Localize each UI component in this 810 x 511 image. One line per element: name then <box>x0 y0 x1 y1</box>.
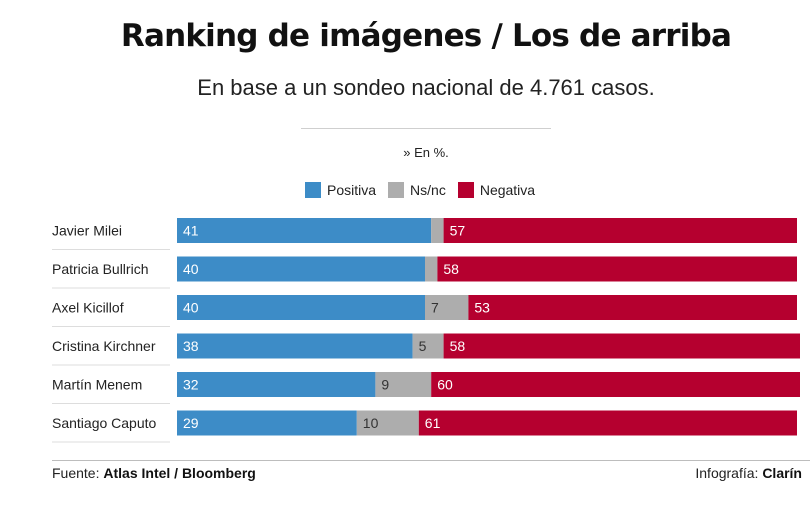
category-label: Axel Kicillof <box>52 300 124 316</box>
legend-label-nsnc: Ns/nc <box>410 182 446 198</box>
bar-negativa <box>431 372 800 397</box>
bar-nsnc <box>375 372 432 397</box>
credit-note: Infografía: Clarín <box>695 465 802 481</box>
bar-negativa <box>437 256 797 282</box>
data-label-positiva: 40 <box>183 300 199 316</box>
bar-negativa <box>443 218 797 243</box>
legend-item-nsnc: Ns/nc <box>388 182 446 198</box>
data-label-positiva: 41 <box>183 223 199 239</box>
bar-nsnc <box>431 218 444 243</box>
source-note: Fuente: Atlas Intel / Bloomberg <box>52 465 256 481</box>
legend-swatch-positiva <box>305 182 321 198</box>
bar-nsnc <box>425 256 438 282</box>
category-label: Cristina Kirchner <box>52 338 156 354</box>
unit-label: » En %. <box>403 145 449 160</box>
bar-positiva <box>177 333 413 359</box>
bar-positiva <box>177 372 376 397</box>
bar-negativa <box>443 333 800 359</box>
data-label-negativa: 57 <box>450 223 466 239</box>
credit-prefix: Infografía: <box>695 465 763 481</box>
data-label-positiva: 38 <box>183 338 199 354</box>
credit-name: Clarín <box>762 465 802 481</box>
source-prefix: Fuente: <box>52 465 104 481</box>
bar-positiva <box>177 256 425 282</box>
data-label-negativa: 60 <box>437 377 453 393</box>
legend: Positiva Ns/nc Negativa <box>305 182 547 198</box>
bar-negativa <box>468 295 797 320</box>
chart-subtitle: En base a un sondeo nacional de 4.761 ca… <box>197 75 655 100</box>
category-label: Patricia Bullrich <box>52 261 148 277</box>
legend-label-positiva: Positiva <box>327 182 377 198</box>
legend-item-positiva: Positiva <box>305 182 376 198</box>
category-label: Javier Milei <box>52 223 122 239</box>
legend-item-negativa: Negativa <box>457 182 536 198</box>
bar-nsnc <box>425 295 469 320</box>
data-label-negativa: 58 <box>443 261 459 277</box>
data-label-negativa: 53 <box>474 300 490 316</box>
data-label-negativa: 61 <box>425 415 441 431</box>
chart-title: Ranking de imágenes / Los de arriba <box>120 18 732 54</box>
data-label-nsnc: 7 <box>431 300 439 316</box>
bar-positiva <box>177 218 432 243</box>
footer-divider <box>52 460 810 461</box>
legend-label-negativa: Negativa <box>479 182 536 198</box>
data-label-positiva: 29 <box>183 415 199 431</box>
source-name: Atlas Intel / Bloomberg <box>103 465 256 481</box>
bar-negativa <box>418 410 797 436</box>
data-label-nsnc: 5 <box>419 338 427 354</box>
bar-nsnc <box>356 410 419 436</box>
bar-positiva <box>177 295 425 320</box>
legend-swatch-nsnc <box>388 182 405 198</box>
data-label-positiva: 32 <box>183 377 199 393</box>
bar-nsnc <box>412 333 444 359</box>
bar-positiva <box>177 410 357 436</box>
data-label-positiva: 40 <box>183 261 199 277</box>
legend-swatch-negativa <box>457 182 474 198</box>
data-label-nsnc: 9 <box>381 377 389 393</box>
category-label: Santiago Caputo <box>52 415 157 431</box>
category-label: Martín Menem <box>52 377 142 393</box>
divider <box>301 128 551 129</box>
data-label-negativa: 58 <box>450 338 466 354</box>
data-label-nsnc: 10 <box>363 415 379 431</box>
